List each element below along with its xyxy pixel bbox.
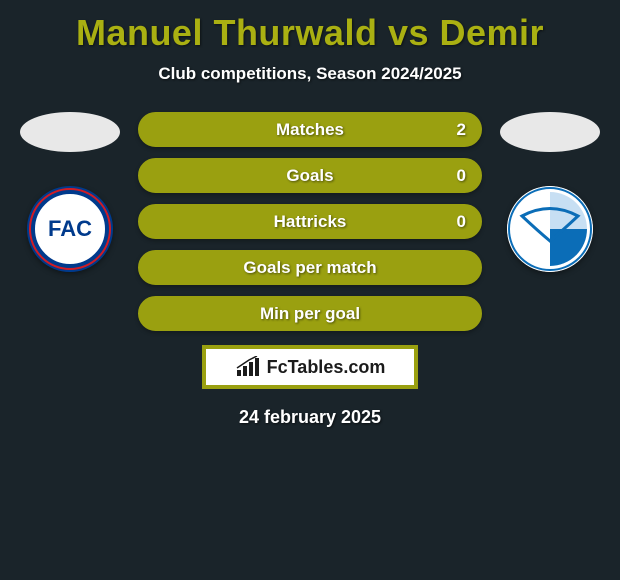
brand-chart-icon — [235, 356, 261, 378]
brand-box: FcTables.com — [202, 345, 418, 389]
page-title: Manuel Thurwald vs Demir — [0, 0, 620, 54]
club-badge-right-svg — [507, 186, 593, 272]
stat-right-value: 2 — [457, 120, 466, 140]
stat-label: Min per goal — [260, 304, 360, 324]
player-right-avatar — [500, 112, 600, 152]
club-badge-right — [507, 186, 593, 272]
stat-bar-min-per-goal: Min per goal — [138, 296, 482, 331]
club-badge-left-text: FAC — [48, 216, 92, 242]
stat-label: Matches — [276, 120, 344, 140]
comparison-row: FAC Matches 2 Goals 0 Hattricks 0 Goals … — [0, 112, 620, 331]
stat-right-value: 0 — [457, 212, 466, 232]
stat-bar-goals-per-match: Goals per match — [138, 250, 482, 285]
player-left-avatar — [20, 112, 120, 152]
stat-label: Goals — [286, 166, 333, 186]
brand-text: FcTables.com — [267, 357, 386, 378]
stat-right-value: 0 — [457, 166, 466, 186]
date-text: 24 february 2025 — [0, 407, 620, 428]
club-badge-left: FAC — [27, 186, 113, 272]
stat-label: Goals per match — [243, 258, 376, 278]
player-left-column: FAC — [20, 112, 120, 272]
stat-bar-hattricks: Hattricks 0 — [138, 204, 482, 239]
stat-bar-matches: Matches 2 — [138, 112, 482, 147]
stat-bar-goals: Goals 0 — [138, 158, 482, 193]
stats-column: Matches 2 Goals 0 Hattricks 0 Goals per … — [138, 112, 482, 331]
player-right-column — [500, 112, 600, 272]
subtitle: Club competitions, Season 2024/2025 — [0, 64, 620, 84]
stat-label: Hattricks — [274, 212, 347, 232]
